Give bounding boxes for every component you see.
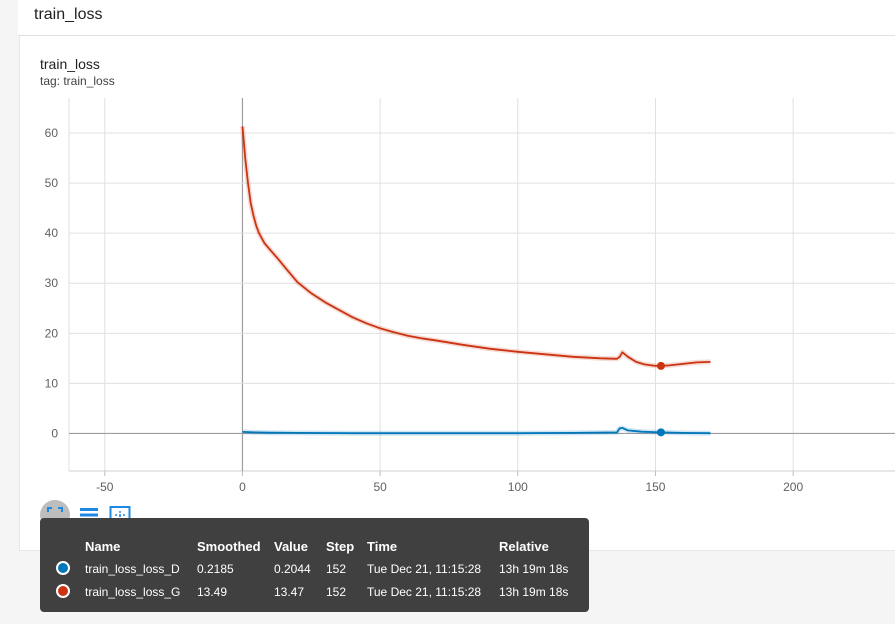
row-smoothed: 0.2185 [197,562,234,576]
group-title: train_loss [34,6,103,23]
chart-tooltip: Name Smoothed Value Step Time Relative t… [40,518,589,612]
line-chart[interactable]: -50 0 50 100 150 200 0 10 20 30 40 50 60 [0,0,895,500]
x-tick-label: 50 [373,480,387,494]
y-tick-label: 40 [45,226,59,240]
header-value: Value [274,539,308,554]
y-tick-label: 30 [45,276,59,290]
series-line [241,126,711,367]
row-value: 13.47 [274,585,305,599]
header-time: Time [367,539,398,554]
row-time: Tue Dec 21, 11:15:28 [367,562,482,576]
group-header[interactable]: train_loss [18,0,895,36]
fit-domain-icon [47,507,63,523]
series-color-dot [56,561,70,575]
header-step: Step [326,539,355,554]
row-relative: 13h 19m 18s [499,585,569,599]
row-name: train_loss_loss_D [85,562,180,576]
y-tick-label: 60 [45,126,59,140]
row-time: Tue Dec 21, 11:15:28 [367,585,482,599]
scalar-card: train_loss tag: train_loss [19,36,895,551]
series-line [242,426,711,435]
header-name: Name [85,539,121,554]
series-highlight-point [656,361,665,370]
series-color-dot [56,584,70,598]
row-step: 152 [326,585,347,599]
x-tick-label: 0 [239,480,246,494]
header-relative: Relative [499,539,549,554]
x-tick-label: -50 [96,480,114,494]
row-name: train_loss_loss_G [85,585,181,599]
header-smoothed: Smoothed [197,539,261,554]
row-smoothed: 13.49 [197,585,228,599]
series-highlight-point [656,428,665,437]
y-tick-label: 0 [51,426,58,440]
row-relative: 13h 19m 18s [499,562,569,576]
x-tick-label: 100 [508,480,528,494]
x-tick-label: 200 [783,480,803,494]
y-tick-label: 10 [45,376,59,390]
series-raw-line [240,126,711,369]
row-value: 0.2044 [274,562,311,576]
y-tick-label: 20 [45,326,59,340]
x-tick-label: 150 [645,480,665,494]
row-step: 152 [326,562,347,576]
card-title: train_loss [40,56,100,72]
card-tag: tag: train_loss [40,74,115,88]
y-tick-label: 50 [45,176,59,190]
